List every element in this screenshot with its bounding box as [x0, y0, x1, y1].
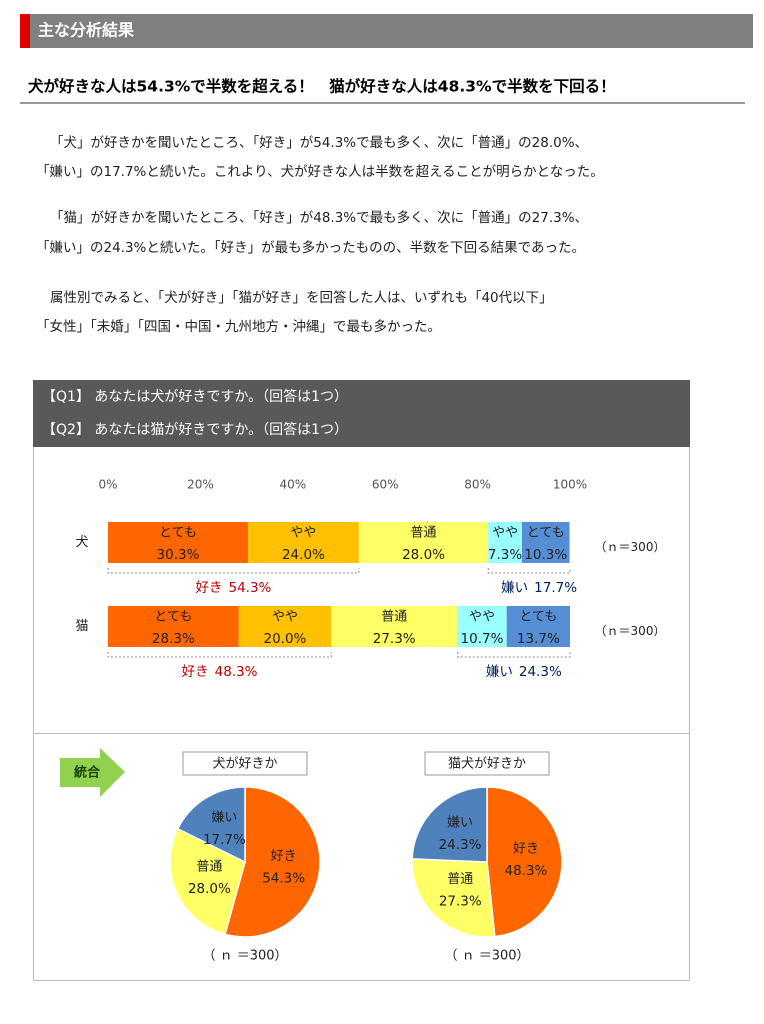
pie-title: 犬が好きか [212, 757, 277, 772]
slice-value: 17.7% [203, 832, 246, 848]
slice-value: 54.3% [262, 870, 305, 886]
n-label: （ ｎ ＝300） [444, 949, 529, 964]
paragraph-line: 「犬」が好きかを聞いたところ、「好き」が54.3%で最も多く、次に「普通」の28… [50, 134, 588, 151]
segment-name: 普通 [381, 610, 407, 625]
segment-name: とても [154, 610, 192, 625]
bar-segment [238, 606, 332, 647]
x-tick-label: 0% [98, 478, 117, 492]
n-label: （ｎ＝300） [595, 540, 666, 554]
group-label: 好き 48.3% [182, 664, 258, 680]
header-accent [20, 14, 30, 48]
x-tick-label: 80% [464, 478, 491, 492]
bar-segment [108, 522, 248, 563]
group-label: 好き 54.3% [195, 580, 271, 596]
segment-name: やや [272, 610, 298, 625]
pie-slice [486, 786, 563, 938]
slice-name: 好き [513, 841, 539, 856]
paragraph-line: 「嫌い」の24.3%と続いた。「好き」が最も多かったものの、半数を下回る結果であ… [36, 239, 585, 256]
slice-value: 48.3% [505, 863, 548, 879]
group-value: 17.7% [534, 580, 577, 596]
group-label: 嫌い 17.7% [501, 580, 577, 596]
pie-slice [411, 786, 488, 863]
bar-segment [358, 522, 489, 563]
group-name: 好き [195, 580, 222, 596]
x-tick-label: 20% [187, 478, 214, 492]
group-value: 54.3% [228, 580, 271, 596]
bar-segment [488, 522, 522, 563]
category-label: 猫 [75, 619, 88, 634]
segment-value: 7.3% [488, 547, 522, 563]
x-tick-label: 40% [279, 478, 306, 492]
group-name: 嫌い [486, 664, 513, 680]
bar-segment [247, 522, 359, 563]
group-bracket [457, 652, 571, 658]
x-tick-label: 60% [372, 478, 399, 492]
question: 【Q2】 あなたは猫が好きですか。（回答は1つ） [42, 421, 348, 438]
segment-value: 10.3% [524, 547, 567, 563]
header-title: 主な分析結果 [38, 21, 134, 40]
slice-name: 普通 [447, 872, 473, 887]
pie-slice [224, 786, 321, 938]
group-value: 24.3% [519, 664, 562, 680]
pie-slice [411, 858, 496, 938]
paragraph-line: 属性別でみると、「犬が好き」「猫が好き」を回答した人は、いずれも「40代以下」 [50, 289, 553, 306]
header-bar [20, 14, 753, 48]
x-tick-label: 100% [553, 478, 587, 492]
slice-name: 嫌い [447, 815, 473, 830]
paragraph-line: 「嫌い」の17.7%と続いた。これより、犬が好きな人は半数を超えることが明らかと… [36, 164, 604, 180]
segment-name: とても [519, 610, 557, 625]
group-bracket [107, 652, 332, 658]
slice-name: 普通 [196, 859, 222, 874]
bar-segment [457, 606, 507, 647]
paragraph-line: 「猫」が好きかを聞いたところ、「好き」が48.3%で最も多く、次に「普通」の27… [50, 209, 588, 226]
slice-value: 24.3% [439, 837, 482, 853]
merge-label: 統合 [74, 765, 101, 781]
slice-value: 28.0% [188, 881, 231, 897]
segment-name: 普通 [411, 526, 437, 541]
pie-slice [176, 786, 246, 864]
segment-name: とても [527, 526, 565, 541]
merge-arrow [60, 748, 125, 797]
figure-header [33, 380, 690, 447]
bar-segment [108, 606, 239, 647]
group-bracket [487, 568, 571, 574]
n-label: （ ｎ ＝300） [202, 949, 287, 964]
bar-segment [331, 606, 458, 647]
segment-value: 28.3% [152, 631, 195, 647]
segment-name: やや [290, 526, 316, 541]
figure-box [33, 380, 690, 981]
group-label: 嫌い 24.3% [486, 664, 562, 680]
bar-segment [521, 522, 570, 563]
segment-name: やや [469, 610, 495, 625]
segment-value: 10.7% [461, 631, 504, 647]
segment-value: 13.7% [517, 631, 560, 647]
segment-value: 27.3% [373, 631, 416, 647]
segment-name: とても [159, 526, 197, 541]
pie-title-box [182, 751, 308, 776]
group-name: 好き [182, 664, 209, 680]
paragraph-line: 「女性」「未婚」「四国・中国・九州地方・沖縄」で最も多かった。 [36, 318, 441, 335]
segment-value: 20.0% [264, 631, 307, 647]
segment-value: 24.0% [282, 547, 325, 563]
slice-value: 27.3% [439, 893, 482, 909]
group-name: 嫌い [501, 580, 528, 596]
pie-title: 猫犬が好きか [448, 757, 526, 772]
pie-slice [169, 827, 246, 936]
group-value: 48.3% [215, 664, 258, 680]
question: 【Q1】 あなたは犬が好きですか。（回答は1つ） [42, 388, 348, 405]
headline: 犬が好きな人は54.3%で半数を超える！ 猫が好きな人は48.3%で半数を下回る… [28, 77, 616, 96]
segment-value: 30.3% [157, 547, 200, 563]
pie-title-box [424, 751, 550, 776]
slice-name: 好き [271, 849, 297, 864]
segment-value: 28.0% [402, 547, 445, 563]
segment-name: やや [492, 526, 518, 541]
n-label: （ｎ＝300） [595, 624, 666, 638]
slice-name: 嫌い [211, 810, 237, 825]
bar-segment [506, 606, 570, 647]
category-label: 犬 [75, 535, 88, 550]
